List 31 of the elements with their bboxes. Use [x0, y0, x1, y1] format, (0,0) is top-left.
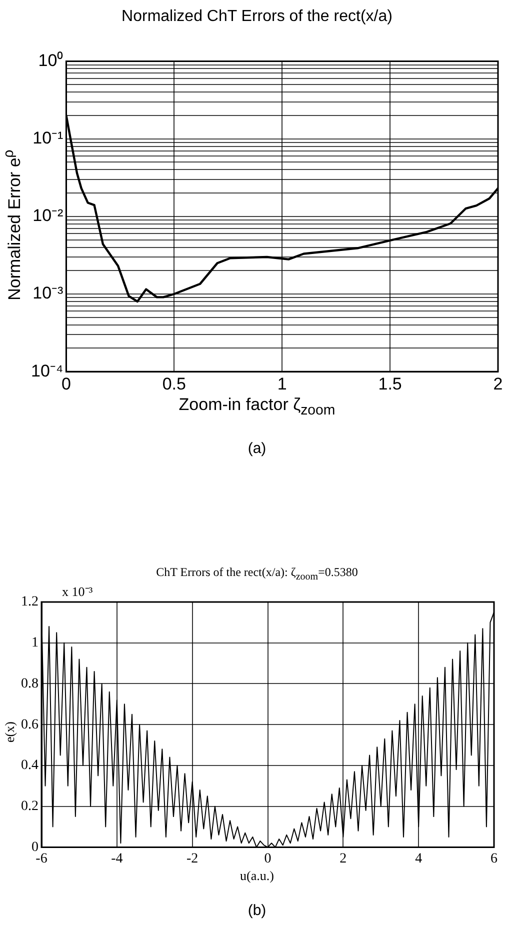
text: (b) — [246, 902, 268, 919]
x-axis-title: u(a.u.) — [239, 868, 275, 884]
y-tick-label: 0.6 — [21, 717, 38, 732]
y-tick-label: 10⁻¹ — [32, 128, 64, 148]
y-tick-label: 10⁻⁴ — [30, 361, 64, 380]
y-tick-label: 1 — [32, 636, 38, 651]
x-tick-label: -6 — [36, 851, 48, 866]
x-tick-label: 0 — [264, 851, 272, 866]
y-tick-label: 10⁻² — [32, 206, 64, 226]
y-tick-label: 10⁻³ — [32, 284, 64, 303]
x-tick-label: -4 — [111, 851, 123, 866]
chart-title: Normalized ChT Errors of the rect(x/a) — [120, 8, 394, 26]
x-tick-label: 1.5 — [378, 374, 402, 394]
x-tick-label: 4 — [415, 851, 422, 866]
y-tick-label: 10⁰ — [38, 50, 64, 70]
x-tick-label: 6 — [490, 851, 498, 866]
chart-title: ChT Errors of the rect(x/a): ζ$_{zoom}$=0.5380 — [155, 565, 359, 582]
x-tick-label: 1 — [277, 374, 287, 394]
x-tick-label: 2 — [493, 374, 503, 394]
x-tick-label: 2 — [340, 851, 347, 866]
x-axis-title: Zoom-in factor ζ$_{zoom}$ — [178, 395, 336, 418]
y-tick-label: 0 — [32, 840, 38, 855]
y-tick-label: 0.8 — [21, 676, 38, 692]
text: (a) — [246, 440, 268, 457]
y-tick-label: 1.2 — [21, 594, 38, 610]
x-tick-label: -2 — [186, 851, 198, 866]
y-axis-title: e(x) — [2, 722, 18, 742]
text: x 10⁻³ — [62, 583, 93, 600]
x-tick-label: 0.5 — [162, 374, 186, 394]
y-tick-label: 0.2 — [21, 799, 38, 814]
y-tick-label: 0.4 — [21, 758, 38, 774]
